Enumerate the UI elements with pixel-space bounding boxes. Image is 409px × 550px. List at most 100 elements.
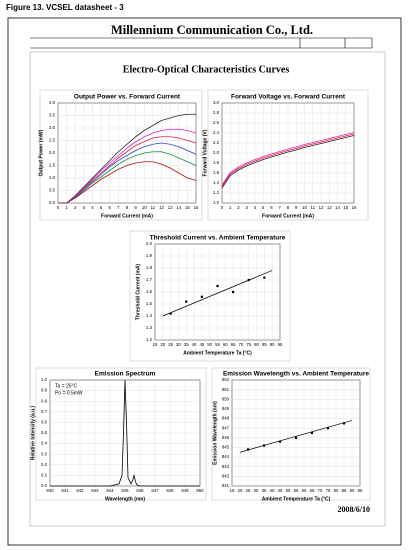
x-tick-label: 14: [335, 205, 340, 210]
data-line: [50, 379, 200, 487]
x-tick-label: 45: [199, 342, 204, 347]
y-tick-label: 1.4: [146, 313, 153, 318]
annotation: Ta = 25°C: [55, 383, 78, 389]
page-frame: [7, 17, 402, 546]
y-tick-label: 850: [222, 396, 230, 401]
y-tick-label: 1.7: [146, 277, 153, 282]
y-tick-label: 842: [222, 474, 230, 479]
x-tick-label: 7: [117, 205, 120, 210]
y-tick-label: 0.5: [41, 430, 48, 435]
data-line: [58, 161, 197, 204]
y-tick-label: 2.0: [146, 241, 153, 246]
data-point: [169, 312, 172, 315]
y-tick-label: 3.0: [213, 100, 220, 105]
x-tick-label: 4: [254, 205, 257, 210]
x-tick-label: 13: [168, 205, 173, 210]
y-tick-label: 1.2: [213, 190, 220, 195]
x-tick-label: 95: [278, 342, 283, 347]
y-tick-label: 2.4: [213, 130, 220, 135]
x-tick-label: 846: [136, 488, 144, 493]
y-tick-label: 1.4: [213, 180, 220, 185]
x-tick-label: 35: [184, 342, 189, 347]
x-axis-title: Wavelength (nm): [105, 496, 145, 502]
data-line: [221, 133, 355, 187]
x-tick-label: 12: [319, 205, 324, 210]
x-tick-label: 843: [91, 488, 99, 493]
y-axis-title: Output Power (mW): [38, 129, 44, 176]
y-tick-label: 2.2: [213, 140, 220, 145]
x-tick-label: 10: [142, 205, 147, 210]
data-point: [278, 440, 282, 443]
data-point: [216, 284, 219, 288]
y-tick-label: 4.0: [49, 100, 56, 105]
x-tick-label: 1: [65, 205, 68, 210]
chart-title: Forward Voltage vs. Forward Current: [231, 94, 346, 101]
x-tick-label: 2: [74, 205, 77, 210]
x-tick-label: 848: [166, 488, 174, 493]
x-tick-label: 40: [270, 488, 275, 493]
x-tick-label: 90: [350, 488, 355, 493]
y-tick-label: 848: [222, 416, 230, 421]
y-axis-title: Emission Wavelength (nm): [212, 401, 218, 465]
y-tick-label: 847: [222, 425, 230, 430]
x-tick-label: 20: [238, 488, 243, 493]
x-tick-label: 15: [185, 205, 190, 210]
y-tick-label: 844: [222, 454, 230, 459]
y-tick-label: 0.2: [41, 462, 48, 467]
x-tick-label: 1: [229, 205, 232, 210]
x-tick-label: 85: [262, 342, 267, 347]
y-tick-label: 1.6: [146, 289, 153, 294]
x-tick-label: 847: [151, 488, 159, 493]
y-tick-label: 1.3: [146, 325, 153, 330]
y-tick-label: 0.5: [49, 188, 56, 193]
x-tick-label: 75: [326, 488, 331, 493]
x-tick-label: 60: [302, 488, 307, 493]
x-tick-label: 7: [279, 205, 282, 210]
x-tick-label: 50: [286, 488, 291, 493]
data-line: [58, 113, 196, 204]
x-tick-label: 95: [358, 488, 363, 493]
x-axis-title: Forward Current (mA): [262, 213, 314, 219]
y-tick-label: 0.6: [41, 420, 48, 425]
y-axis-title: Forward Voltage (V): [202, 129, 208, 176]
chart-title: Output Power vs. Forward Current: [74, 94, 181, 101]
y-tick-label: 1.8: [146, 265, 153, 270]
chart-title: Emission Wavelength vs. Ambient Temperat…: [223, 371, 369, 378]
x-tick-label: 25: [246, 488, 251, 493]
x-tick-label: 9: [295, 205, 298, 210]
annotation: Po = 0.5mW: [55, 390, 83, 396]
x-tick-label: 15: [153, 342, 158, 347]
x-tick-label: 0: [221, 205, 224, 210]
x-tick-label: 11: [151, 205, 156, 210]
y-tick-label: 0.8: [41, 398, 48, 403]
x-tick-label: 25: [168, 342, 173, 347]
date: 2008/6/10: [338, 505, 370, 514]
y-axis-title: Relative Intensity (a.u.): [30, 405, 36, 460]
x-tick-label: 30: [254, 488, 259, 493]
x-tick-label: 13: [327, 205, 332, 210]
y-tick-label: 843: [222, 464, 230, 469]
x-tick-label: 11: [311, 205, 316, 210]
x-tick-label: 2: [237, 205, 240, 210]
x-tick-label: 16: [194, 205, 199, 210]
x-tick-label: 75: [246, 342, 251, 347]
company-name: Millennium Communication Co., Ltd.: [111, 23, 313, 37]
y-tick-label: 0.0: [41, 483, 48, 488]
x-tick-label: 15: [343, 205, 348, 210]
section-title: Electro-Optical Characteristics Curves: [123, 64, 290, 75]
x-tick-label: 3: [83, 205, 86, 210]
y-tick-label: 851: [222, 387, 230, 392]
x-tick-label: 5: [262, 205, 265, 210]
x-tick-label: 8: [126, 205, 129, 210]
data-point: [326, 427, 330, 430]
data-point: [247, 278, 250, 282]
y-tick-label: 1.2: [146, 337, 153, 342]
x-axis-title: Ambient Temperature Ta (°C): [183, 350, 252, 356]
x-tick-label: 40: [192, 342, 197, 347]
y-tick-label: 1.5: [49, 163, 56, 168]
x-tick-label: 845: [121, 488, 129, 493]
x-tick-label: 6: [109, 205, 112, 210]
fit-line: [162, 270, 273, 317]
